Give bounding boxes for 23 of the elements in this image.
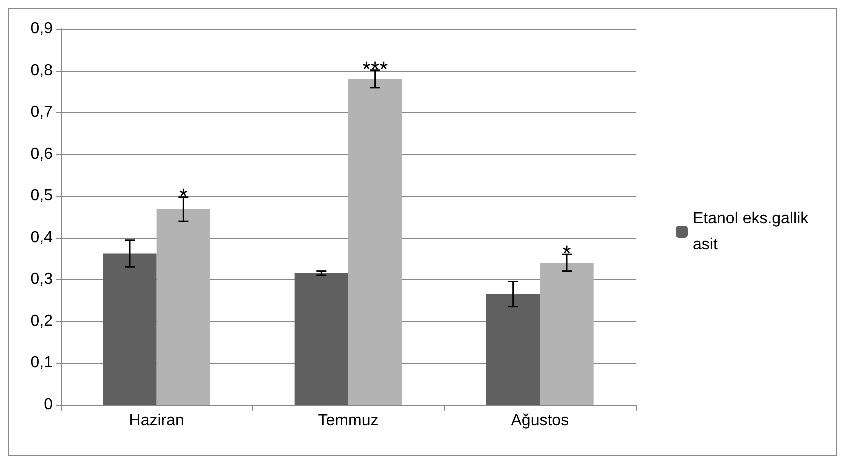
bar xyxy=(540,262,594,405)
bar xyxy=(348,79,402,405)
annotation: * xyxy=(179,184,188,209)
x-tick-label: Ağustos xyxy=(511,412,570,430)
bar xyxy=(156,209,210,405)
y-tick-label: 0,8 xyxy=(30,62,54,80)
y-tick-label: 0 xyxy=(44,396,54,414)
y-tick-label: 0,3 xyxy=(30,271,54,288)
y-tick-label: 0,1 xyxy=(30,354,54,372)
bar xyxy=(294,273,348,405)
x-tick-label: Haziran xyxy=(129,412,184,430)
x-tick-label: Temmuz xyxy=(318,412,379,430)
y-tick-label: 0,2 xyxy=(30,312,54,330)
y-tick-label: 0,4 xyxy=(30,229,54,246)
legend-label: Etanol eks.gallik asit xyxy=(693,210,814,254)
y-tick-label: 0,6 xyxy=(30,146,54,163)
y-tick-label: 0,5 xyxy=(30,188,54,205)
annotation: * xyxy=(562,241,572,266)
bar xyxy=(486,294,540,405)
y-tick-label: 0,9 xyxy=(30,20,54,38)
annotation: *** xyxy=(362,56,389,82)
bar xyxy=(103,254,157,405)
y-tick-label: 0,7 xyxy=(30,104,54,122)
